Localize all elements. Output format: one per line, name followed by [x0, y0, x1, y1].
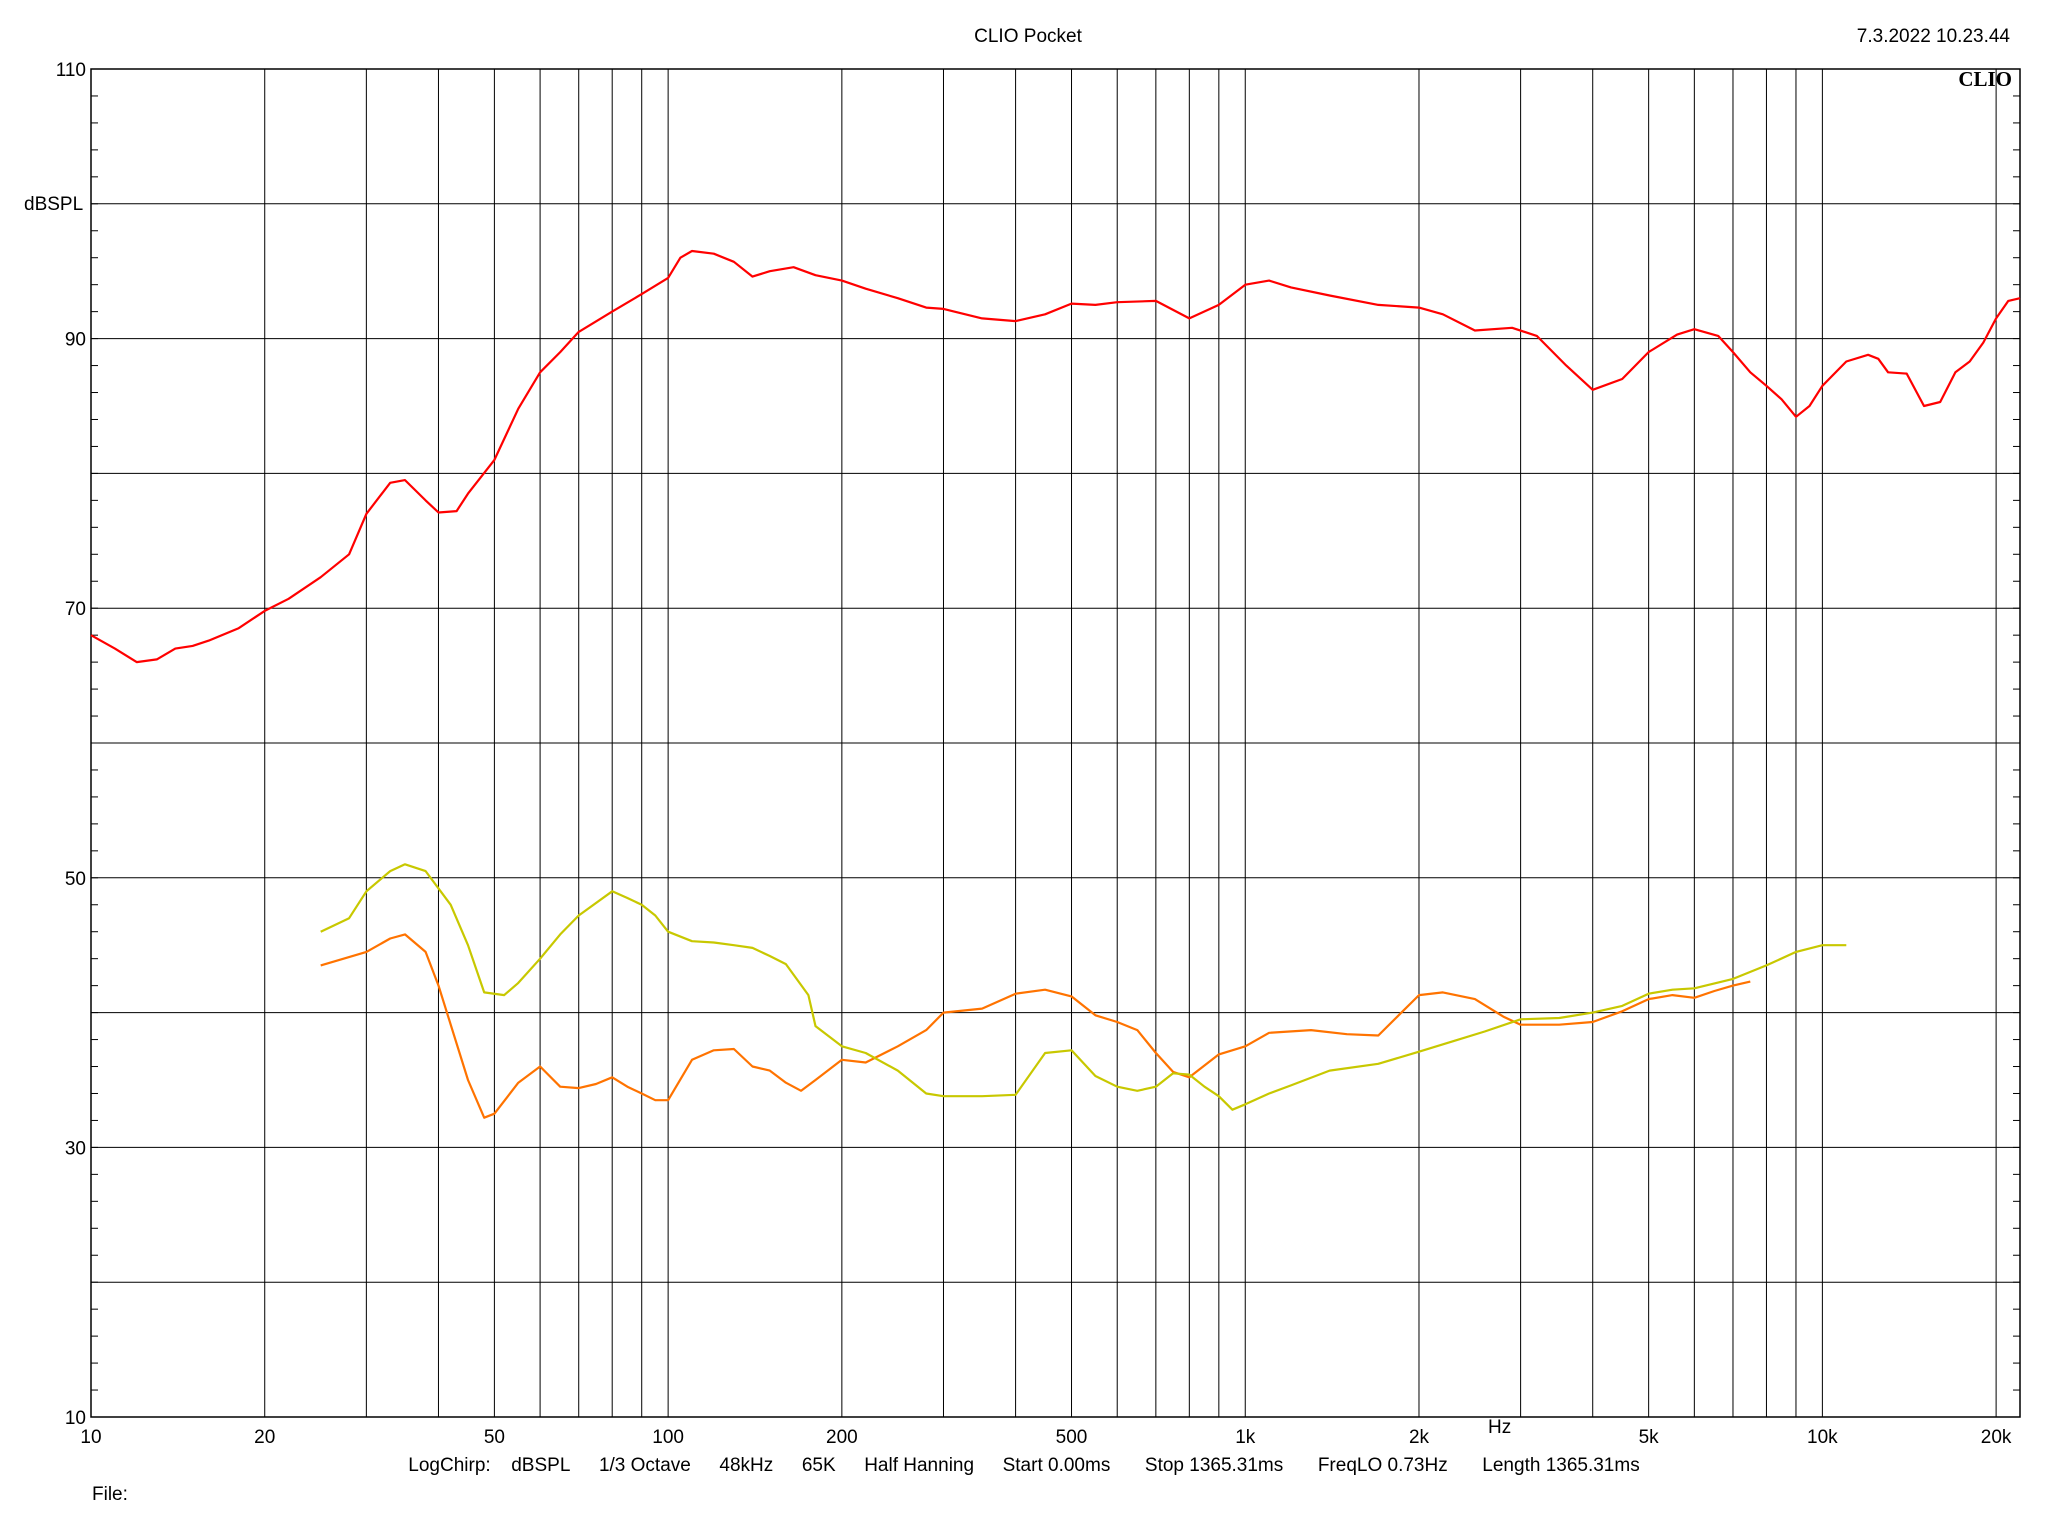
tick-labels: 10 20 50 100 200 500 1k 2k 5k 10k 20k 110 90 70 50 30 10 [56, 60, 2012, 1448]
setting-freqlo: FreqLO 0.73Hz [1317, 1455, 1448, 1476]
file-label: File: [92, 1484, 128, 1505]
x-tick-label: 50 [484, 1427, 505, 1448]
x-tick-label: 100 [652, 1427, 684, 1448]
setting-window: Half Hanning [864, 1455, 975, 1476]
y-tick-label: 110 [56, 60, 86, 81]
setting-stop: Stop 1365.31ms [1144, 1455, 1284, 1476]
measurement-settings: LogChirp: dBSPL 1/3 Octave 48kHz 65K Hal… [0, 1455, 2048, 1477]
setting-unit: dBSPL [511, 1455, 571, 1476]
setting-length: Length 1365.31ms [1482, 1455, 1640, 1476]
x-tick-label: 2k [1409, 1427, 1430, 1448]
y-tick-label: 50 [65, 869, 86, 890]
x-tick-label: 200 [826, 1427, 858, 1448]
x-tick-label: 20 [254, 1427, 275, 1448]
clio-logo: CLIO [1958, 67, 2012, 91]
x-tick-label: 20k [1981, 1427, 2012, 1448]
grid [91, 68, 2020, 1418]
y-tick-label: 70 [65, 599, 86, 620]
x-tick-label: 500 [1056, 1427, 1088, 1448]
plot-frame [90, 68, 2021, 1418]
series-group [90, 249, 2021, 1119]
x-tick-label: 1k [1235, 1427, 1256, 1448]
setting-smoothing: 1/3 Octave [598, 1455, 691, 1476]
x-tick-label: 10 [80, 1427, 101, 1448]
setting-samplerate: 48kHz [719, 1455, 774, 1476]
y-tick-label: 90 [65, 330, 86, 351]
y-tick-label: 10 [65, 1408, 86, 1429]
y-axis-label: dBSPL [24, 194, 83, 215]
y-tick-label: 30 [65, 1138, 86, 1159]
setting-size: 65K [801, 1455, 836, 1476]
series-line-orange [320, 933, 1751, 1119]
series-line-yellow [320, 863, 1847, 1111]
setting-start: Start 0.00ms [1002, 1455, 1111, 1476]
timestamp: 7.3.2022 10.23.44 [1857, 26, 2011, 47]
chart-title: CLIO Pocket [974, 26, 1082, 47]
series-line-red [90, 249, 2021, 664]
setting-mode: LogChirp: [408, 1455, 491, 1476]
x-tick-label: 5k [1639, 1427, 1660, 1448]
x-tick-label: 10k [1807, 1427, 1838, 1448]
x-axis-label: Hz [1488, 1417, 1511, 1438]
